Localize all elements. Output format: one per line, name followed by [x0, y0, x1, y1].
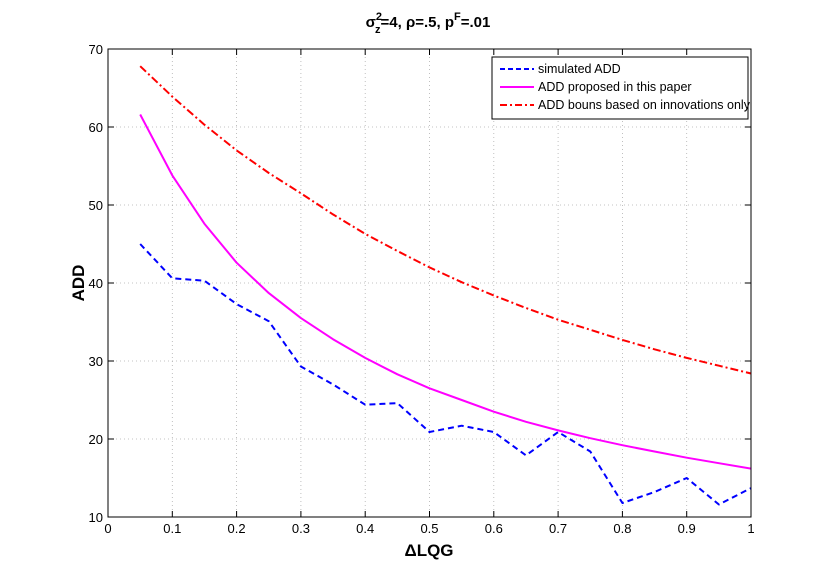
ticks: 0 0.1 0.2 0.3 0.4 0.5 0.6 0.7 0.8 0.9 1 10 20 30 40 50 6…	[89, 42, 755, 536]
plot-area	[108, 49, 751, 517]
x-axis-label: ΔLQG	[404, 541, 453, 560]
y-tick-label: 70	[89, 42, 103, 57]
x-tick-label: 0.8	[613, 521, 631, 536]
series-line-1	[139, 243, 752, 506]
x-tick-label: 0.4	[356, 521, 374, 536]
x-tick-label: 0.1	[163, 521, 181, 536]
x-tick-label: 0.5	[420, 521, 438, 536]
chart-title: σ2 z=4, ρ=.5, pF=.01	[366, 11, 491, 36]
y-tick-label: 40	[89, 276, 103, 291]
title-sigma-sub: z	[375, 24, 381, 36]
legend-label-2: ADD proposed in this paper	[538, 80, 692, 94]
y-tick-label: 30	[89, 354, 103, 369]
legend-label-1: simulated ADD	[538, 62, 621, 76]
title-sigma: σ	[366, 14, 376, 31]
y-tick-label: 60	[89, 120, 103, 135]
y-tick-label: 10	[89, 510, 103, 525]
y-tick-label: 20	[89, 432, 103, 447]
y-axis-label: ADD	[69, 265, 88, 302]
title-part1: =4, ρ=.5, p	[381, 14, 454, 31]
series-group	[139, 65, 752, 506]
title-part2: =.01	[461, 14, 491, 31]
legend-box	[491, 56, 749, 120]
legend: simulated ADD ADD proposed in this paper A…	[491, 56, 751, 120]
x-tick-label: 0.6	[485, 521, 503, 536]
series-line-2	[139, 114, 752, 470]
x-tick-label: 0	[104, 521, 111, 536]
y-tick-label: 50	[89, 198, 103, 213]
x-tick-label: 0.7	[549, 521, 567, 536]
title-sigma-sup: 2	[376, 11, 382, 23]
x-tick-label: 0.3	[292, 521, 310, 536]
x-tick-label: 0.2	[228, 521, 246, 536]
legend-label-3: ADD bouns based on innovations only	[538, 98, 751, 112]
x-tick-label: 0.9	[678, 521, 696, 536]
x-tick-label: 1	[747, 521, 754, 536]
series-line-3	[139, 65, 752, 375]
title-p-sup: F	[454, 11, 461, 23]
